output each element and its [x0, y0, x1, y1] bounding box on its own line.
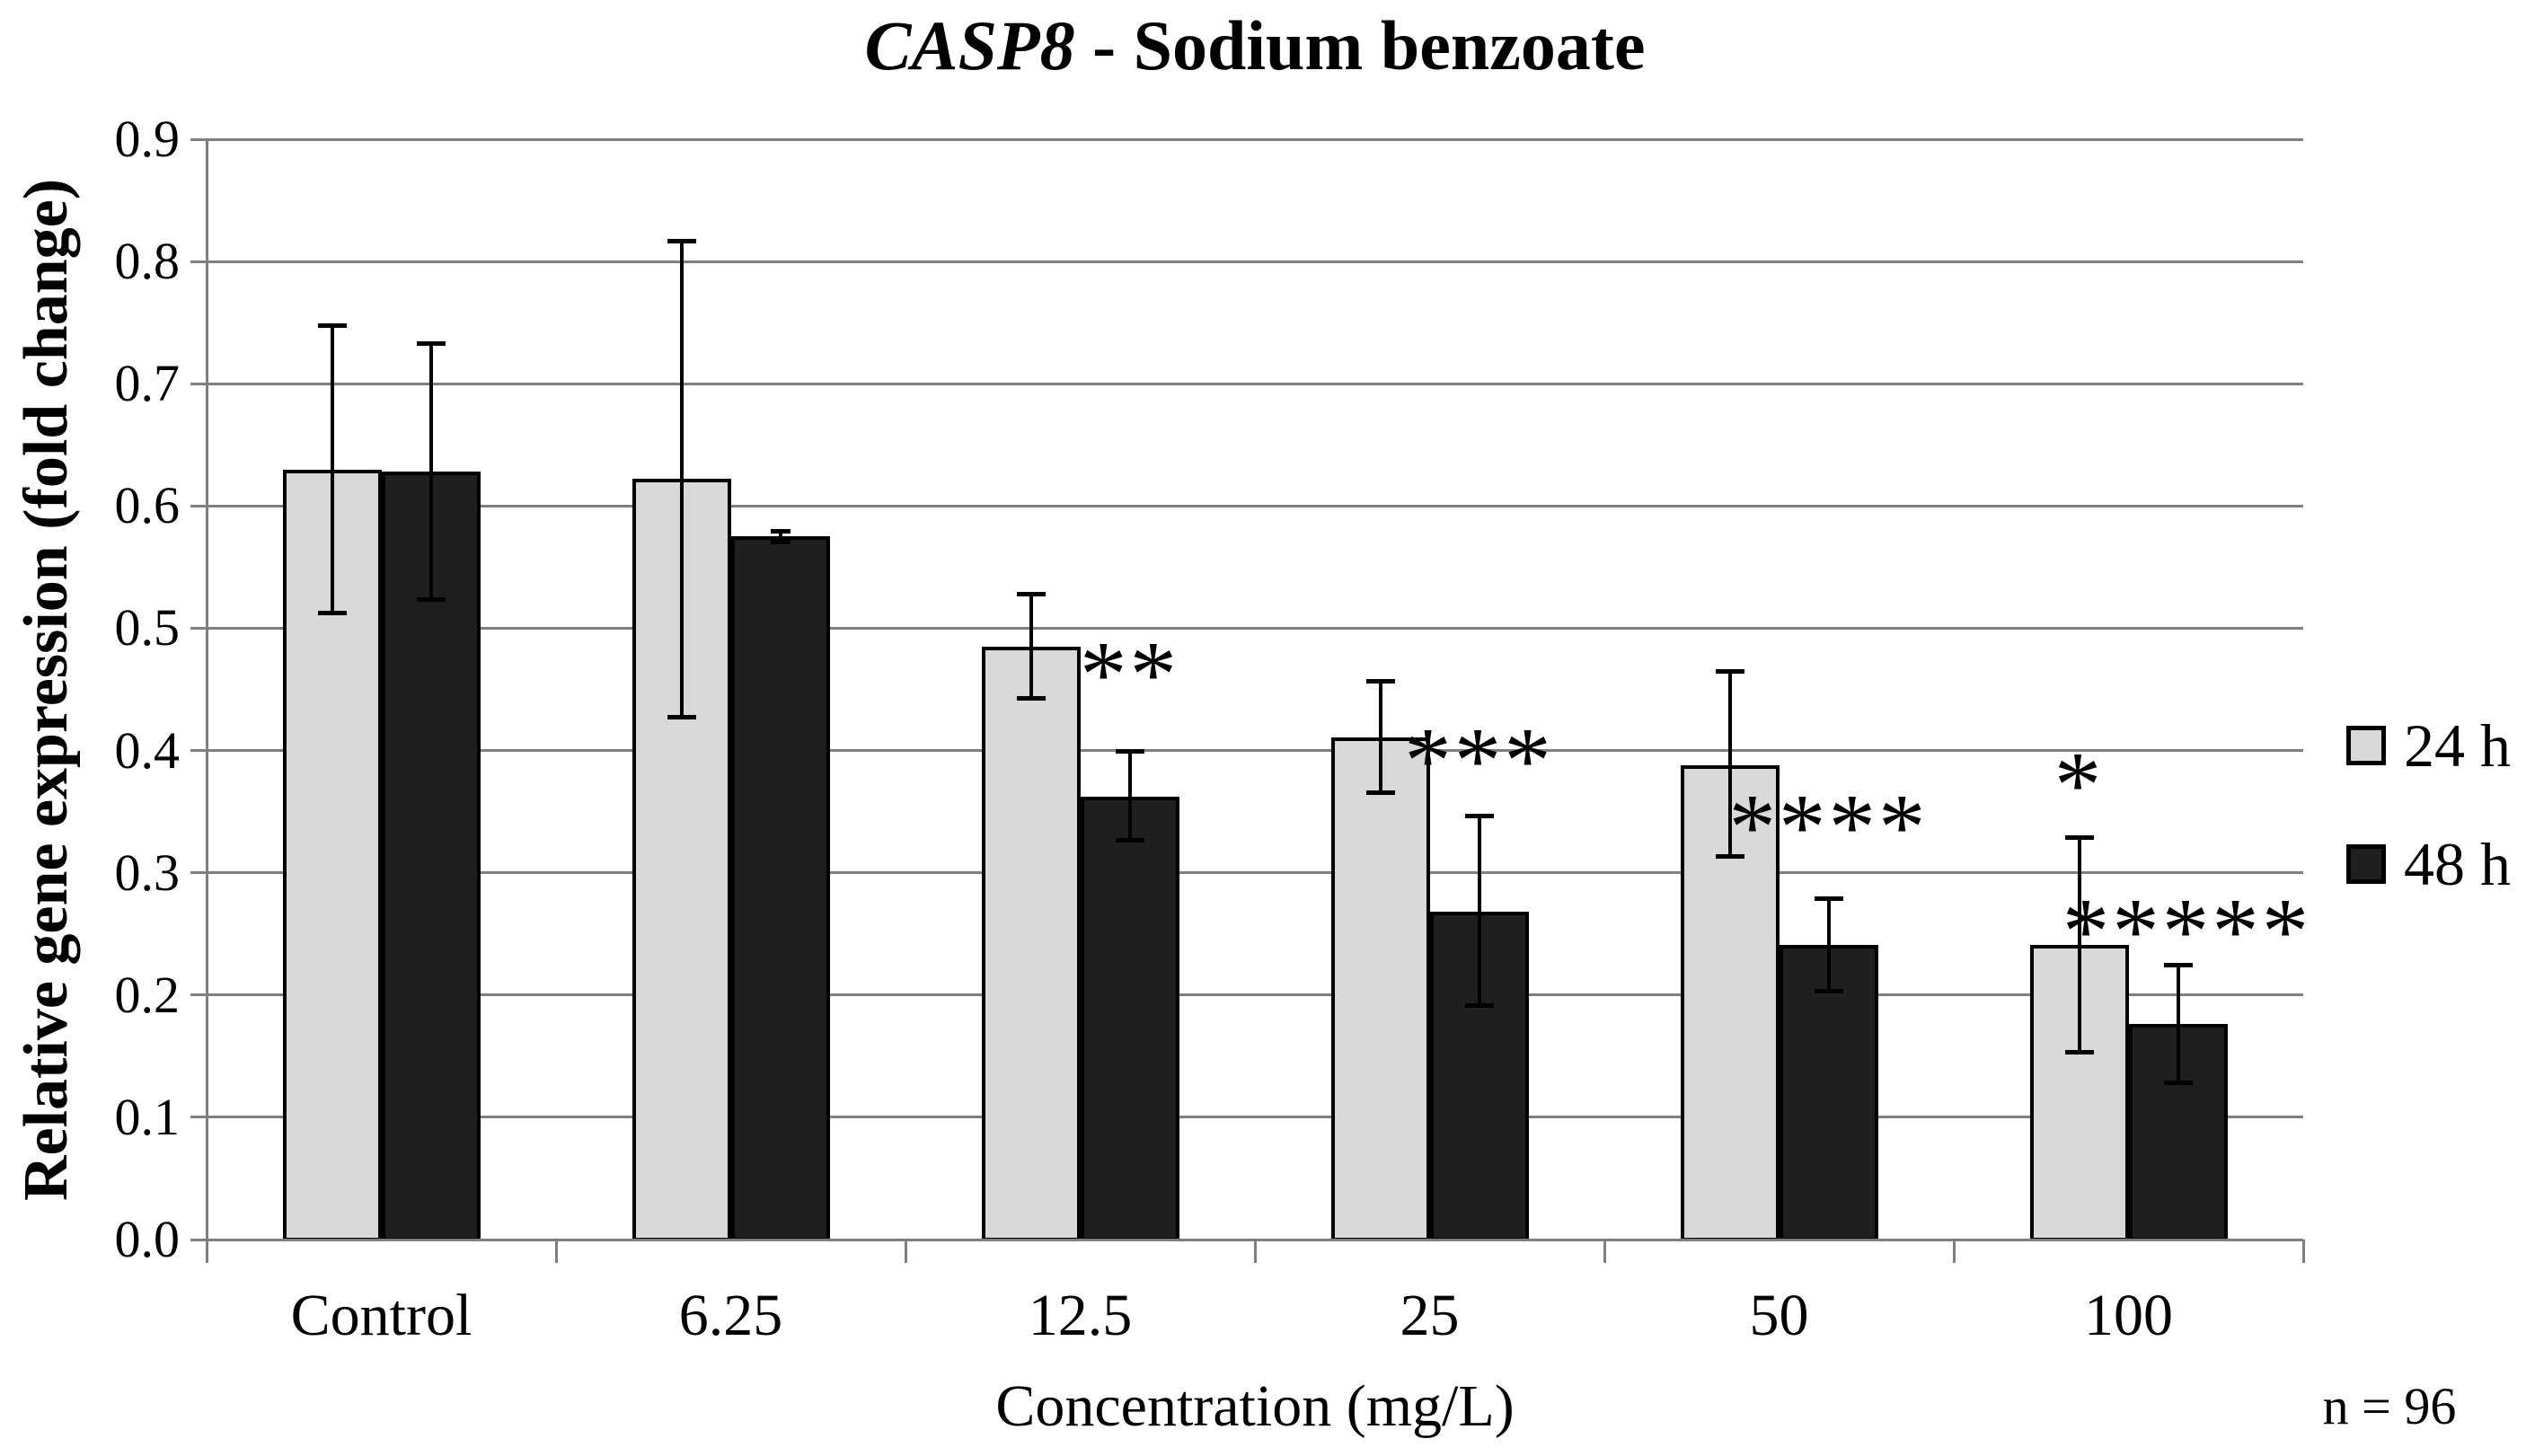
legend-swatch-icon [2346, 844, 2386, 884]
x-axis-tick [1952, 1240, 1956, 1263]
y-tick-label: 0.4 [114, 720, 181, 780]
gridline [190, 260, 2303, 263]
gridline [190, 1116, 2303, 1119]
legend-label: 48 h [2404, 830, 2511, 898]
error-bar-cap-bottom [2064, 1049, 2094, 1054]
x-axis-line [190, 1238, 2303, 1241]
error-bar-cap-bottom [416, 597, 446, 603]
significance-stars: ***** [2062, 878, 2312, 984]
y-tick-label: 0.6 [114, 476, 181, 535]
bar-24h [282, 469, 382, 1241]
bar-24h [1330, 737, 1430, 1241]
x-axis-title: Concentration (mg/L) [995, 1373, 1515, 1439]
chart-title-rest: - Sodium benzoate [1074, 6, 1646, 84]
x-tick-label: Control [290, 1283, 473, 1348]
error-bar-cap-top [317, 322, 347, 328]
error-bar-cap-top [667, 238, 696, 243]
gridline [190, 626, 2303, 630]
bar-48h [1779, 944, 1878, 1241]
error-bar-cap-top [1016, 592, 1046, 597]
x-axis-tick [205, 1240, 208, 1263]
legend-swatch-icon [2346, 726, 2386, 765]
x-axis-tick [1603, 1240, 1606, 1263]
error-bar-line [1029, 594, 1033, 700]
y-tick-label: 0.3 [114, 843, 181, 902]
significance-stars: *** [1404, 707, 1554, 813]
error-bar-cap-top [1115, 748, 1144, 754]
x-tick-label: 12.5 [1028, 1283, 1133, 1348]
gridline [190, 871, 2303, 875]
legend-item: 24 h [2346, 715, 2511, 776]
error-bar-line [2077, 837, 2081, 1053]
bar-24h [2029, 944, 2129, 1241]
error-bar-cap-top [1365, 678, 1395, 684]
x-axis-tick [2301, 1240, 2305, 1263]
error-bar-line [1477, 815, 1481, 1007]
gridline [190, 382, 2303, 385]
error-bar-cap-bottom [667, 714, 696, 719]
significance-stars: ** [1080, 622, 1179, 728]
y-axis-line [206, 139, 208, 1240]
error-bar-line [1127, 750, 1132, 842]
y-tick-label: 0.5 [114, 598, 181, 657]
bar-48h [730, 536, 830, 1241]
error-bar-cap-top [2163, 962, 2193, 967]
y-tick-label: 0.7 [114, 354, 181, 413]
error-bar-cap-top [2064, 835, 2094, 841]
error-bar-line [2176, 964, 2180, 1083]
bar-24h [981, 646, 1081, 1241]
x-axis-tick [1253, 1240, 1257, 1263]
x-tick-label: 6.25 [678, 1283, 783, 1348]
error-bar-cap-bottom [1365, 790, 1395, 796]
y-tick-label: 0.2 [114, 965, 181, 1024]
legend-label: 24 h [2404, 711, 2511, 780]
error-bar-line [330, 324, 334, 614]
y-tick-label: 0.8 [114, 232, 181, 291]
significance-stars: * [2053, 731, 2105, 837]
error-bar-cap-top [1464, 813, 1494, 818]
x-tick-label: 50 [1749, 1283, 1809, 1348]
y-tick-label: 0.0 [114, 1210, 181, 1268]
error-bar-cap-bottom [2163, 1080, 2193, 1085]
y-tick-label: 0.9 [114, 110, 181, 168]
x-axis-tick [904, 1240, 907, 1263]
bar-48h [1080, 797, 1179, 1241]
error-bar-line [428, 343, 433, 601]
gridline [190, 749, 2303, 753]
x-tick-label: 100 [2084, 1283, 2173, 1348]
legend: 24 h 48 h [2346, 715, 2511, 952]
legend-item: 48 h [2346, 834, 2511, 895]
y-tick-label: 0.1 [114, 1087, 181, 1146]
error-bar-cap-bottom [770, 540, 790, 545]
sample-size-note: n = 96 [2322, 1377, 2457, 1435]
error-bar-cap-top [416, 341, 446, 347]
significance-stars: **** [1728, 774, 1929, 880]
error-bar-line [1378, 680, 1382, 794]
error-bar-cap-bottom [1814, 988, 1843, 993]
error-bar-line [778, 530, 782, 543]
error-bar-cap-bottom [1715, 853, 1744, 859]
gridline [190, 993, 2303, 997]
error-bar-line [1727, 671, 1732, 857]
error-bar-cap-bottom [1016, 696, 1046, 702]
x-axis-tick [554, 1240, 558, 1263]
gene-name: CASP8 [864, 6, 1075, 84]
gridline [190, 137, 2303, 141]
error-bar-line [679, 240, 684, 718]
gridline [190, 504, 2303, 507]
error-bar-cap-bottom [317, 611, 347, 616]
error-bar-cap-top [770, 528, 790, 534]
y-axis-title: Relative gene expression (fold change) [12, 178, 81, 1202]
error-bar-cap-bottom [1115, 838, 1144, 843]
error-bar-cap-top [1715, 669, 1744, 675]
chart-title: CASP8 - Sodium benzoate [207, 5, 2303, 86]
x-tick-label: 25 [1400, 1283, 1460, 1348]
error-bar-cap-top [1814, 896, 1843, 902]
error-bar-line [1826, 898, 1831, 992]
error-bar-cap-bottom [1464, 1003, 1494, 1009]
